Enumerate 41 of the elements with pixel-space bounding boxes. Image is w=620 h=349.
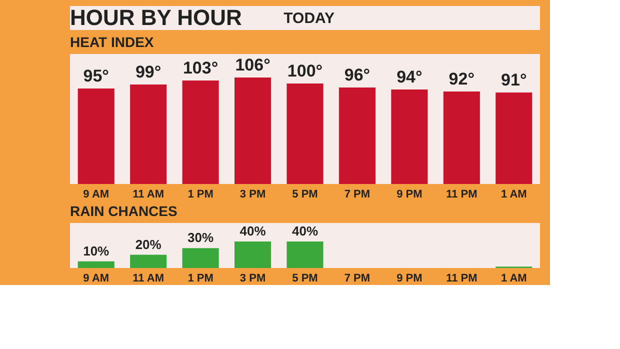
- bar: [234, 242, 272, 268]
- chart-title: HEAT INDEX: [70, 34, 154, 50]
- x-tick-label: 11 PM: [446, 272, 478, 284]
- data-label: 100°: [287, 61, 323, 80]
- data-label: 99°: [135, 62, 162, 82]
- x-tick-label: 11 AM: [132, 188, 164, 200]
- data-label: 40%: [292, 224, 318, 239]
- data-label: 40%: [240, 224, 266, 239]
- text: HOUR BY HOUR: [70, 5, 242, 30]
- data-label: 96°: [344, 65, 370, 84]
- x-tick-label: 1 AM: [500, 188, 527, 200]
- x-tick-label: 9 PM: [396, 188, 422, 200]
- x-tick-label: 1 PM: [188, 272, 214, 284]
- x-tick-label: 1 PM: [188, 188, 214, 200]
- data-label: 94°: [396, 68, 422, 87]
- data-label: 106°: [235, 55, 271, 74]
- bar: [182, 248, 219, 268]
- x-tick-label: 9 AM: [83, 188, 110, 200]
- bar: [286, 242, 324, 268]
- x-tick-label: 7 PM: [344, 272, 370, 284]
- x-tick-label: 11 PM: [446, 188, 478, 200]
- x-tick-label: 5 PM: [292, 188, 318, 200]
- data-label: 95°: [83, 66, 110, 86]
- x-tick-label: 11 AM: [132, 272, 164, 284]
- x-tick-label: 9 AM: [83, 272, 110, 284]
- x-tick-label: 3 PM: [240, 272, 266, 284]
- bar: [130, 254, 167, 268]
- data-label: 91°: [501, 70, 527, 90]
- data-label: 20%: [135, 236, 162, 252]
- data-label: 30%: [188, 230, 214, 246]
- x-tick-label: 3 PM: [240, 188, 266, 200]
- chart-title: RAIN CHANCES: [70, 203, 178, 219]
- x-tick-label: 5 PM: [292, 272, 318, 284]
- data-label: 92°: [448, 70, 475, 89]
- x-tick-label: 7 PM: [344, 188, 370, 200]
- x-tick-label: 9 PM: [396, 272, 422, 284]
- data-label: 103°: [182, 58, 218, 78]
- data-label: 10%: [83, 243, 110, 258]
- x-tick-label: 1 AM: [500, 272, 527, 284]
- text: TODAY: [284, 10, 334, 27]
- bar: [78, 261, 114, 268]
